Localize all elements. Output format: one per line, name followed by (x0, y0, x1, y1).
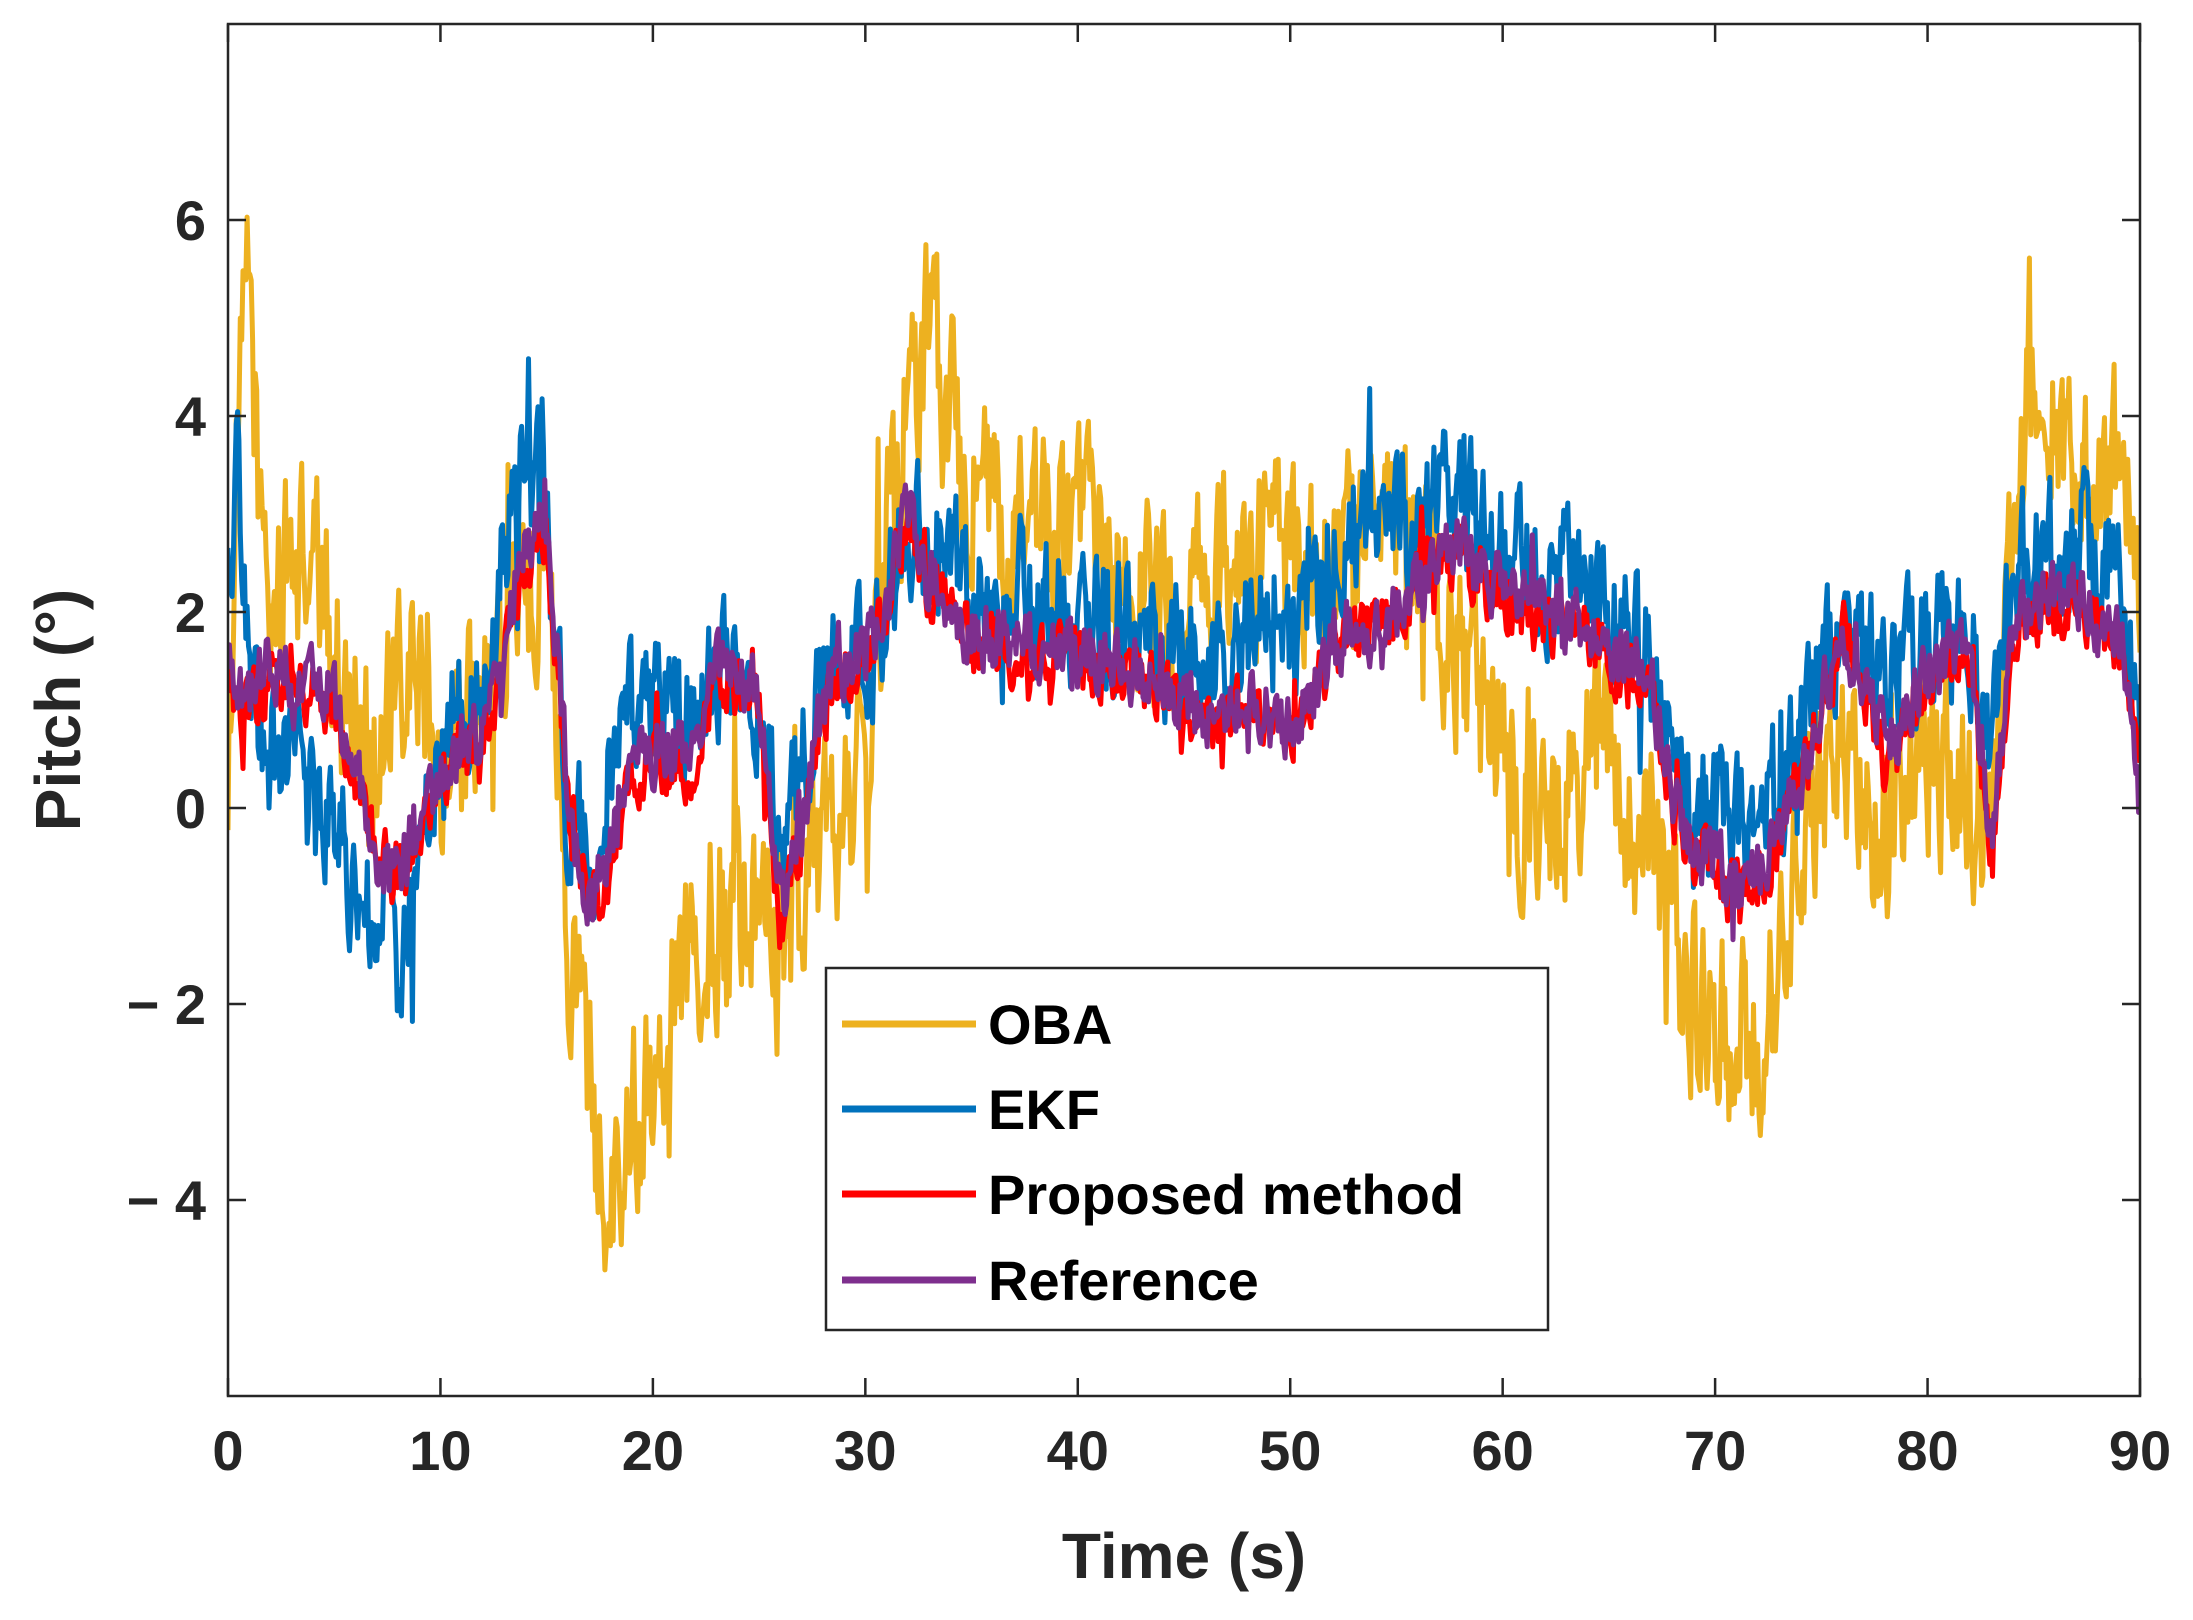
x-tick-label: 80 (1896, 1419, 1958, 1482)
x-tick-label: 70 (1684, 1419, 1746, 1482)
y-tick-label: 2 (175, 581, 206, 644)
plot-frame (226, 22, 2142, 1398)
legend-label-proposed-method: Proposed method (988, 1163, 1464, 1226)
y-axis-label: Pitch (°) (22, 589, 94, 831)
x-tick-label: 40 (1047, 1419, 1109, 1482)
x-tick-label: 0 (212, 1419, 243, 1482)
x-tick-label: 10 (409, 1419, 471, 1482)
ticks-layer: 0 10 20 30 40 50 60 70 80 90 − 4 − 2 0 2 4 6 (127, 24, 2171, 1482)
legend: OBA EKF Proposed method Reference (824, 966, 1550, 1332)
x-tick-label: 50 (1259, 1419, 1321, 1482)
x-axis-label: Time (s) (1062, 1520, 1306, 1592)
x-tick-label: 90 (2109, 1419, 2171, 1482)
x-tick-label: 60 (1472, 1419, 1534, 1482)
x-tick-label: 30 (834, 1419, 896, 1482)
legend-label-reference: Reference (988, 1249, 1259, 1312)
legend-box (824, 966, 1550, 1332)
series-line-reference (228, 477, 2140, 943)
legend-label-oba: OBA (988, 993, 1112, 1056)
y-tick-label: 0 (175, 777, 206, 840)
y-tick-label: − 2 (127, 973, 206, 1036)
x-tick-label: 20 (622, 1419, 684, 1482)
legend-label-ekf: EKF (988, 1078, 1100, 1141)
y-tick-label: 6 (175, 189, 206, 252)
y-tick-label: 4 (175, 385, 206, 448)
series-layer (228, 214, 2140, 1273)
y-tick-label: − 4 (127, 1169, 206, 1232)
